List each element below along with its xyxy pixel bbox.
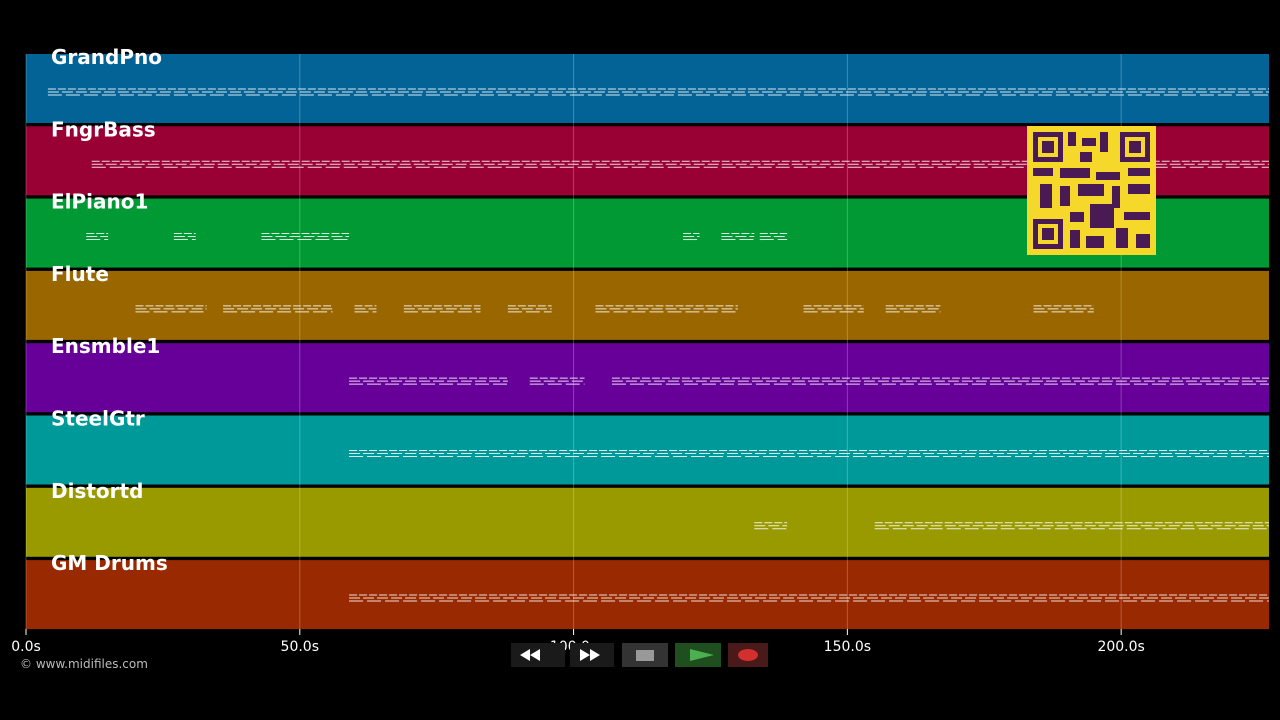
note-span: [803, 305, 864, 313]
note-span: [86, 233, 109, 241]
tick-label: 0.0s: [11, 639, 41, 655]
qr-code: [1027, 126, 1156, 255]
note-span: [47, 88, 1269, 96]
note-span: [595, 305, 738, 313]
note-span: [135, 305, 207, 313]
track-name: FngrBass: [51, 117, 156, 141]
tick-label: 150.0s: [824, 639, 871, 655]
tick-label: 200.0s: [1097, 639, 1144, 655]
copyright: © www.midifiles.com: [20, 657, 148, 671]
stop-icon: [636, 650, 654, 661]
note-span: [683, 233, 700, 241]
note-span: [349, 449, 1269, 457]
note-span: [507, 305, 552, 313]
forward-icon: [580, 649, 600, 661]
track-name: Distortd: [51, 479, 143, 503]
note-span: [759, 233, 788, 241]
note-span: [261, 233, 350, 241]
track-name: Flute: [51, 262, 109, 286]
note-span: [611, 377, 1269, 385]
note-span: [874, 522, 1269, 530]
note-span: [1033, 305, 1094, 313]
note-span: [349, 594, 1269, 602]
note-span: [173, 233, 196, 241]
play-icon: [690, 649, 714, 661]
track-name: GM Drums: [51, 551, 168, 575]
track-name: GrandPno: [51, 45, 162, 69]
note-span: [354, 305, 377, 313]
transport-controls: [511, 643, 768, 667]
track-name: SteelGtr: [51, 407, 145, 431]
track-name: ElPiano1: [51, 190, 148, 214]
note-span: [721, 233, 755, 241]
note-span: [403, 305, 481, 313]
note-span: [223, 305, 333, 313]
note-span: [529, 377, 585, 385]
rewind-icon: [520, 649, 540, 661]
note-span: [885, 305, 941, 313]
track-name: Ensmble1: [51, 334, 160, 358]
note-span: [754, 522, 788, 530]
record-icon: [738, 649, 758, 661]
tick-label: 50.0s: [281, 639, 319, 655]
note-span: [349, 377, 508, 385]
